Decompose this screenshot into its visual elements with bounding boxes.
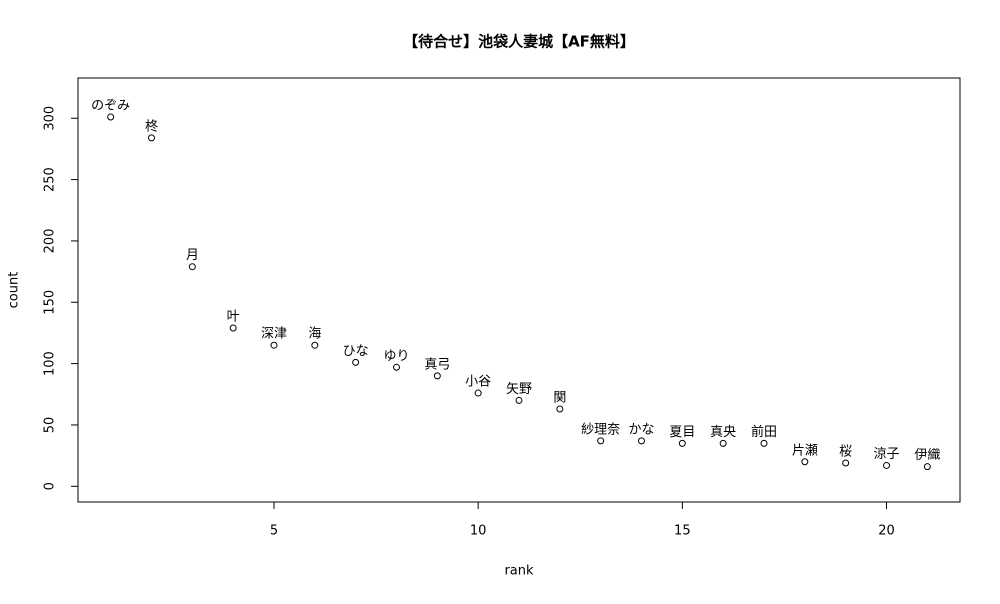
point-label: 関 [553,391,566,406]
x-axis-label: rank [504,564,534,579]
x-tick-label: 5 [270,524,278,539]
point-label: 涼子 [873,447,899,462]
y-tick-label: 100 [43,351,58,376]
point-label: 真弓 [424,357,450,372]
point [433,372,441,380]
point-label: のぞみ [91,99,130,114]
y-tick-label: 150 [43,290,58,315]
point [148,134,155,142]
point-label: ゆり [383,349,409,364]
point [188,263,196,271]
point-label: 矢野 [506,382,532,397]
point [638,437,645,445]
y-tick-label: 250 [43,167,58,192]
x-tick-label: 15 [674,524,691,539]
point-label: 夏目 [669,425,695,440]
y-tick-label: 200 [43,229,58,254]
point [760,439,768,447]
point [393,363,400,371]
point [270,341,278,349]
point-label: 前田 [751,424,777,440]
point [474,389,482,397]
point [597,437,605,445]
point-label: かな [628,422,654,437]
point-label: 小谷 [465,375,491,390]
point-label: 紗理奈 [581,422,620,437]
y-tick-label: 0 [43,482,58,490]
point [311,341,319,349]
point-label: 海 [308,327,321,342]
point [883,461,890,469]
point [719,439,727,447]
y-axis-label: count [7,272,22,309]
point [515,396,523,404]
point [352,358,360,366]
point-label: ひな [343,344,369,359]
point-label: 真央 [710,425,736,440]
point [923,463,931,471]
point [107,113,115,121]
point-label: 桜 [839,444,852,459]
y-tick-label: 50 [43,417,58,434]
point [801,458,809,466]
chart-title: 【待合せ】池袋人妻城【AF無料】 [403,33,635,51]
point [842,459,850,467]
point [556,405,564,413]
point-label: 月 [186,248,199,263]
point-label: 片瀬 [792,443,818,458]
point [678,439,686,447]
point-label: 叶 [227,310,240,325]
point [229,324,237,332]
x-tick-label: 20 [878,524,895,539]
point-label: 柊 [145,118,158,134]
x-tick-label: 10 [470,524,487,539]
point-label: 深津 [261,327,287,342]
point-label: 伊織 [914,448,940,463]
plot-frame [77,77,961,503]
y-tick-label: 300 [43,106,58,131]
